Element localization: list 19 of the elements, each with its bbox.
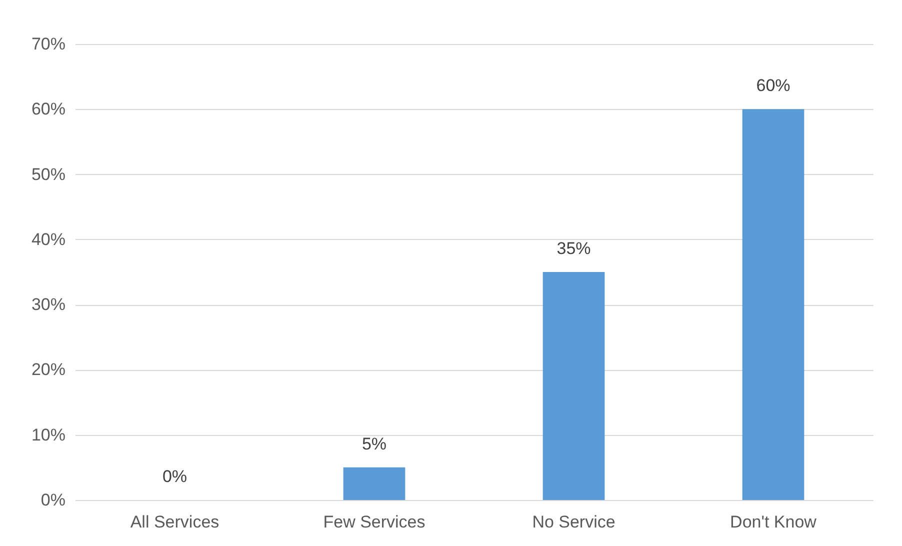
y-tick-label: 0% [40, 490, 66, 510]
data-label: 35% [556, 239, 591, 258]
bar [542, 272, 605, 500]
x-tick-label: No Service [532, 512, 616, 532]
y-tick-label: 60% [31, 100, 66, 119]
y-tick-label: 70% [31, 34, 66, 54]
x-tick-label: Few Services [323, 512, 426, 532]
bar [343, 467, 406, 500]
bar [742, 109, 804, 500]
data-label: 5% [362, 434, 387, 454]
data-label: 60% [756, 76, 790, 96]
y-tick-label: 20% [31, 360, 66, 380]
y-tick-label: 10% [31, 425, 66, 444]
x-tick-label: Don't Know [730, 512, 818, 532]
x-tick-label: All Services [130, 512, 220, 532]
y-tick-label: 30% [31, 295, 66, 314]
data-label: 0% [162, 467, 188, 486]
y-tick-label: 50% [31, 164, 66, 184]
y-tick-label: 40% [31, 230, 66, 249]
